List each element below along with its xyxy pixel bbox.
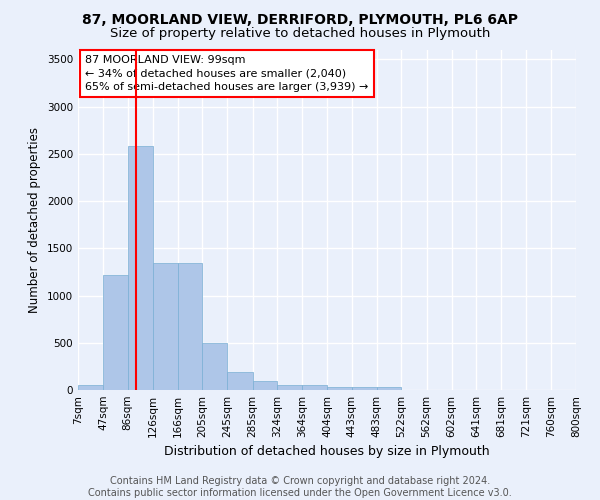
Bar (153, 264, 178, 390)
Bar (103, 275, 128, 390)
Bar (302, 386, 328, 390)
Bar (227, 372, 253, 390)
Bar (78, 386, 103, 390)
Text: 87 MOORLAND VIEW: 99sqm
← 34% of detached houses are smaller (2,040)
65% of semi: 87 MOORLAND VIEW: 99sqm ← 34% of detache… (85, 55, 369, 92)
Y-axis label: Number of detached properties: Number of detached properties (28, 127, 41, 313)
Bar (377, 387, 401, 390)
Bar (253, 380, 277, 390)
Bar (202, 343, 227, 390)
Bar (128, 146, 153, 390)
Text: Size of property relative to detached houses in Plymouth: Size of property relative to detached ho… (110, 28, 490, 40)
Text: Contains HM Land Registry data © Crown copyright and database right 2024.
Contai: Contains HM Land Registry data © Crown c… (88, 476, 512, 498)
X-axis label: Distribution of detached houses by size in Plymouth: Distribution of detached houses by size … (164, 446, 490, 458)
Bar (328, 387, 352, 390)
Text: 87, MOORLAND VIEW, DERRIFORD, PLYMOUTH, PL6 6AP: 87, MOORLAND VIEW, DERRIFORD, PLYMOUTH, … (82, 12, 518, 26)
Bar (178, 264, 202, 390)
Bar (277, 386, 302, 390)
Bar (352, 387, 377, 390)
